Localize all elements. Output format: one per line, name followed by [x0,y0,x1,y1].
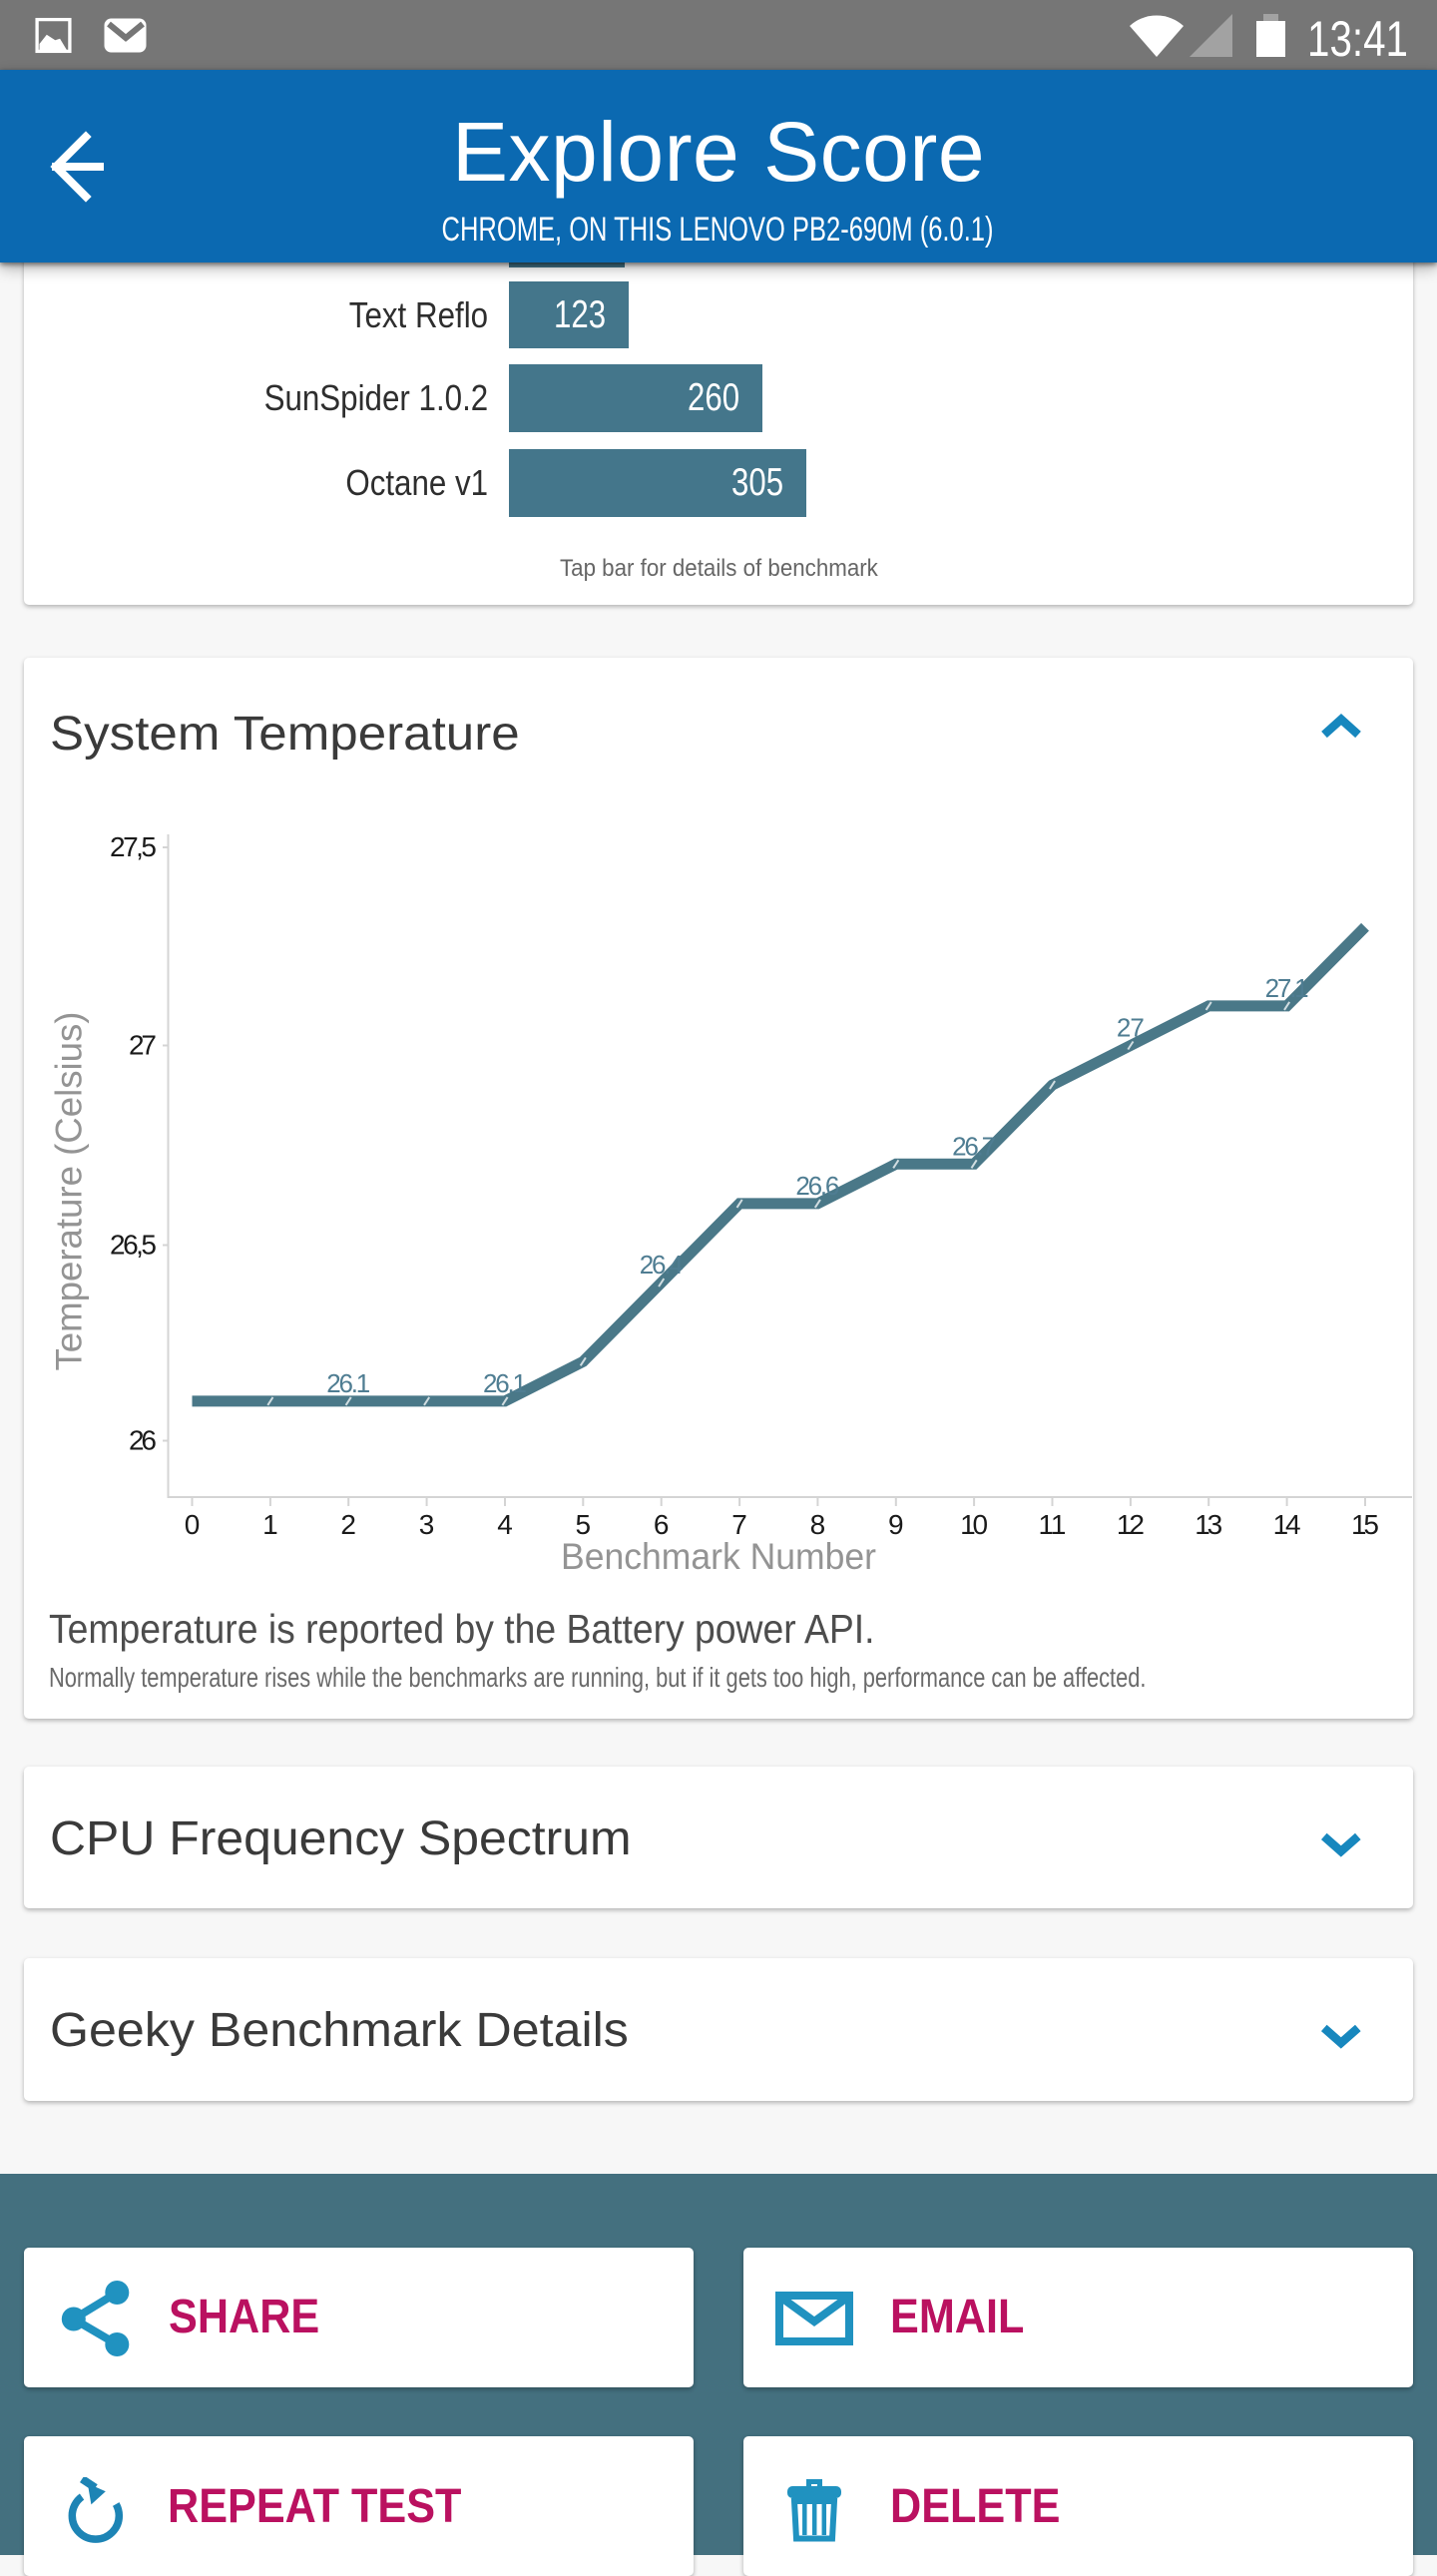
svg-text:8: 8 [810,1509,826,1540]
svg-text:27: 27 [129,1030,157,1061]
svg-text:27: 27 [1117,1013,1145,1043]
svg-text:26.1: 26.1 [326,1368,370,1398]
svg-text:11: 11 [1039,1509,1067,1540]
svg-text:14: 14 [1273,1509,1301,1540]
svg-text:2: 2 [340,1509,356,1540]
svg-text:1: 1 [262,1509,278,1540]
svg-text:26.1: 26.1 [483,1368,527,1398]
svg-text:26.6: 26.6 [795,1171,839,1201]
svg-text:9: 9 [888,1509,904,1540]
svg-text:6: 6 [654,1509,670,1540]
svg-text:13:41: 13:41 [1307,11,1408,67]
svg-text:Benchmark Number: Benchmark Number [561,1536,876,1577]
svg-text:27.1: 27.1 [1265,973,1309,1003]
svg-text:5: 5 [576,1509,592,1540]
svg-text:3: 3 [419,1509,435,1540]
svg-text:26.7: 26.7 [952,1131,996,1161]
svg-text:4: 4 [497,1509,513,1540]
svg-text:26.4: 26.4 [640,1250,684,1280]
svg-text:Temperature (Celsius): Temperature (Celsius) [49,1012,90,1371]
svg-text:15: 15 [1351,1509,1379,1540]
svg-text:13: 13 [1195,1509,1222,1540]
svg-text:CHROME, ON THIS LENOVO PB2-690: CHROME, ON THIS LENOVO PB2-690M (6.0.1) [442,211,994,249]
svg-text:0: 0 [185,1509,201,1540]
svg-text:12: 12 [1117,1509,1145,1540]
svg-text:26: 26 [129,1425,157,1456]
svg-text:27,5: 27,5 [110,831,157,862]
svg-text:26,5: 26,5 [110,1230,157,1261]
svg-text:10: 10 [960,1509,988,1540]
svg-text:7: 7 [731,1509,747,1540]
